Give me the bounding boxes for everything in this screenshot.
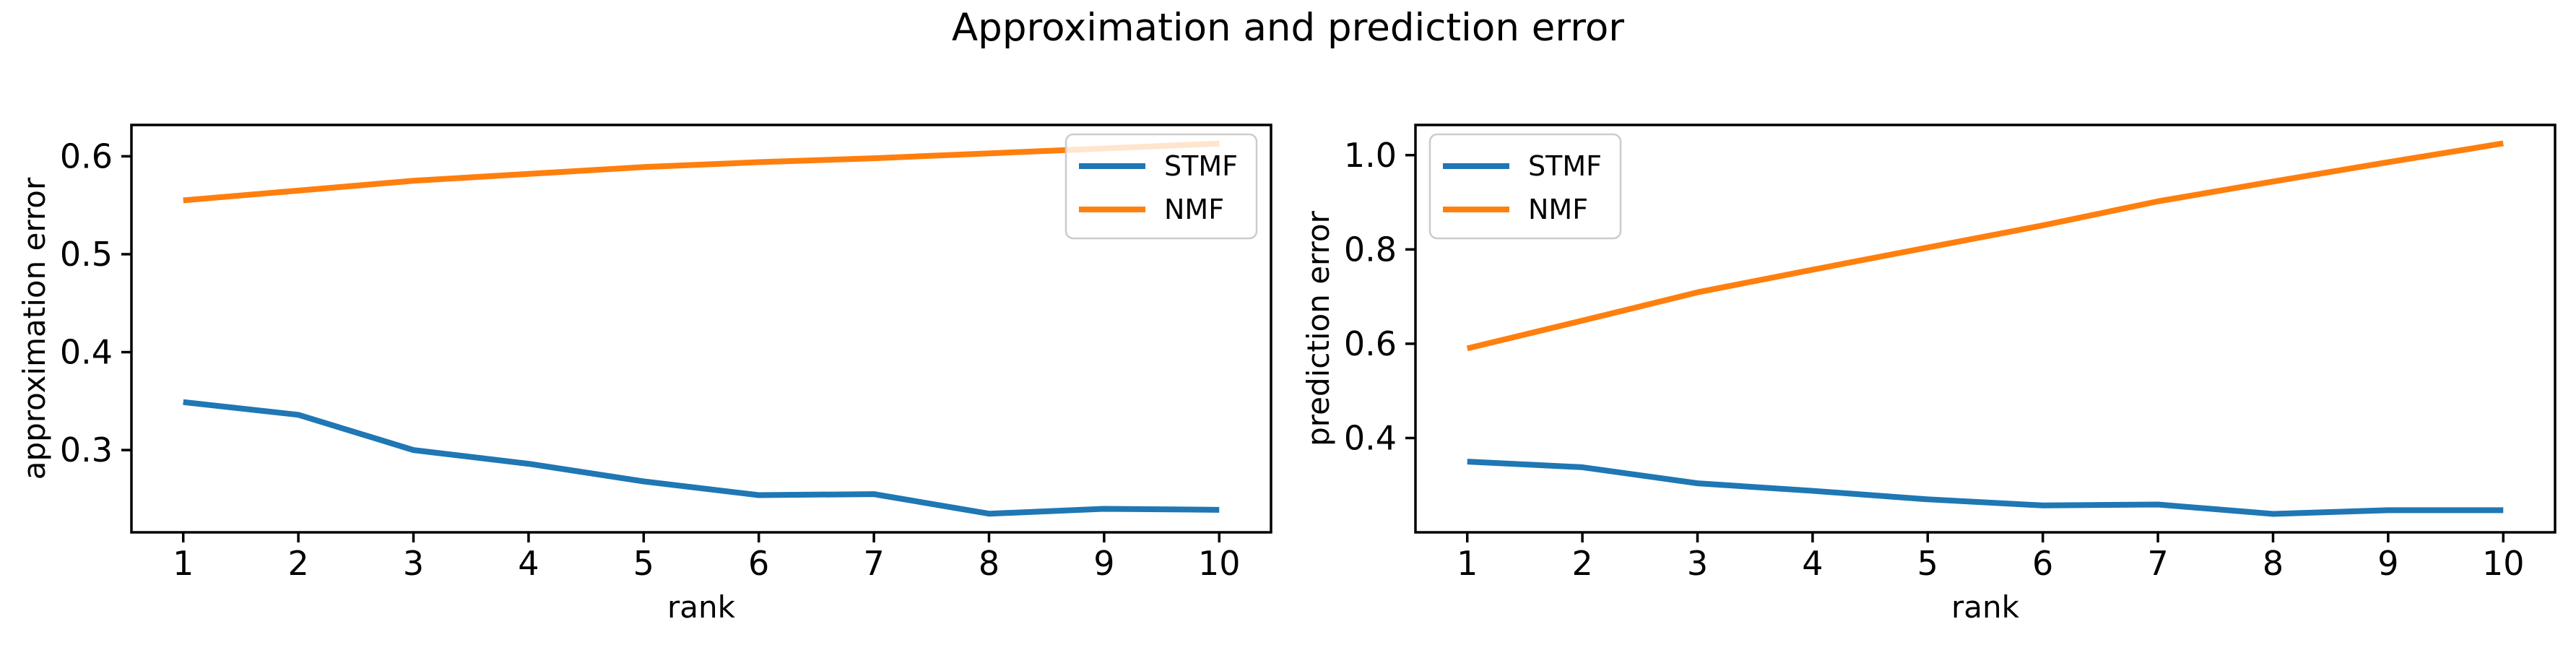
x-tick-label: 9 xyxy=(2377,544,2398,583)
left-plot: 1 2 3 4 5 6 7 8 9 10 0.3 0.4 0.5 0.6 rank approximation… xyxy=(17,124,1272,625)
y-tick-label: 0.4 xyxy=(60,333,113,372)
legend-label-nmf: NMF xyxy=(1528,194,1588,225)
x-tick-label: 2 xyxy=(287,544,308,583)
x-tick-label: 7 xyxy=(863,544,884,583)
right-plot: 1 2 3 4 5 6 7 8 9 10 0.4 0.6 0.8 1.0 rank prediction er… xyxy=(1301,124,2557,625)
figure-title: Approximation and prediction error xyxy=(951,6,1625,50)
x-tick-label: 5 xyxy=(1917,544,1938,583)
y-tick-label: 0.4 xyxy=(1344,418,1397,457)
x-axis: 1 2 3 4 5 6 7 8 9 10 xyxy=(1457,532,2525,583)
y-tick-label: 0.5 xyxy=(60,235,113,274)
stmf-line xyxy=(183,399,1220,517)
x-tick-label: 3 xyxy=(1687,544,1708,583)
axes-spines xyxy=(130,124,1272,534)
x-tick-label: 7 xyxy=(2147,544,2168,583)
legend: STMF NMF xyxy=(1064,133,1258,240)
nmf-line xyxy=(1466,140,2504,352)
y-tick-label: 0.3 xyxy=(60,430,113,469)
x-tick-label: 4 xyxy=(518,544,539,583)
axes-spines xyxy=(1414,124,2557,534)
x-tick-label: 8 xyxy=(2263,544,2284,583)
legend: STMF NMF xyxy=(1428,133,1622,240)
x-axis-label: rank xyxy=(1951,589,2020,625)
legend-label-nmf: NMF xyxy=(1164,194,1224,225)
x-axis: 1 2 3 4 5 6 7 8 9 10 xyxy=(173,532,1241,583)
y-tick-label: 0.8 xyxy=(1344,230,1397,269)
y-axis-label: approximation error xyxy=(17,177,52,480)
x-tick-label: 5 xyxy=(633,544,654,583)
nmf-line xyxy=(183,140,1220,204)
x-tick-label: 10 xyxy=(1198,544,1241,583)
x-tick-label: 6 xyxy=(2032,544,2053,583)
x-axis-label: rank xyxy=(667,589,736,625)
legend-label-stmf: STMF xyxy=(1164,150,1238,182)
x-tick-label: 6 xyxy=(748,544,769,583)
y-tick-label: 1.0 xyxy=(1344,136,1397,175)
x-tick-label: 1 xyxy=(173,544,194,583)
x-tick-label: 2 xyxy=(1571,544,1592,583)
y-tick-label: 0.6 xyxy=(60,137,113,176)
y-axis: 0.3 0.4 0.5 0.6 xyxy=(60,137,131,469)
y-tick-label: 0.6 xyxy=(1344,324,1397,363)
x-tick-label: 10 xyxy=(2482,544,2525,583)
x-tick-label: 9 xyxy=(1093,544,1114,583)
y-axis-label: prediction error xyxy=(1301,210,1336,446)
y-axis: 0.4 0.6 0.8 1.0 xyxy=(1344,136,1415,457)
stmf-line xyxy=(1467,459,2504,517)
x-tick-label: 4 xyxy=(1802,544,1823,583)
x-tick-label: 3 xyxy=(403,544,424,583)
x-tick-label: 1 xyxy=(1457,544,1478,583)
legend-label-stmf: STMF xyxy=(1528,150,1602,182)
x-tick-label: 8 xyxy=(979,544,999,583)
